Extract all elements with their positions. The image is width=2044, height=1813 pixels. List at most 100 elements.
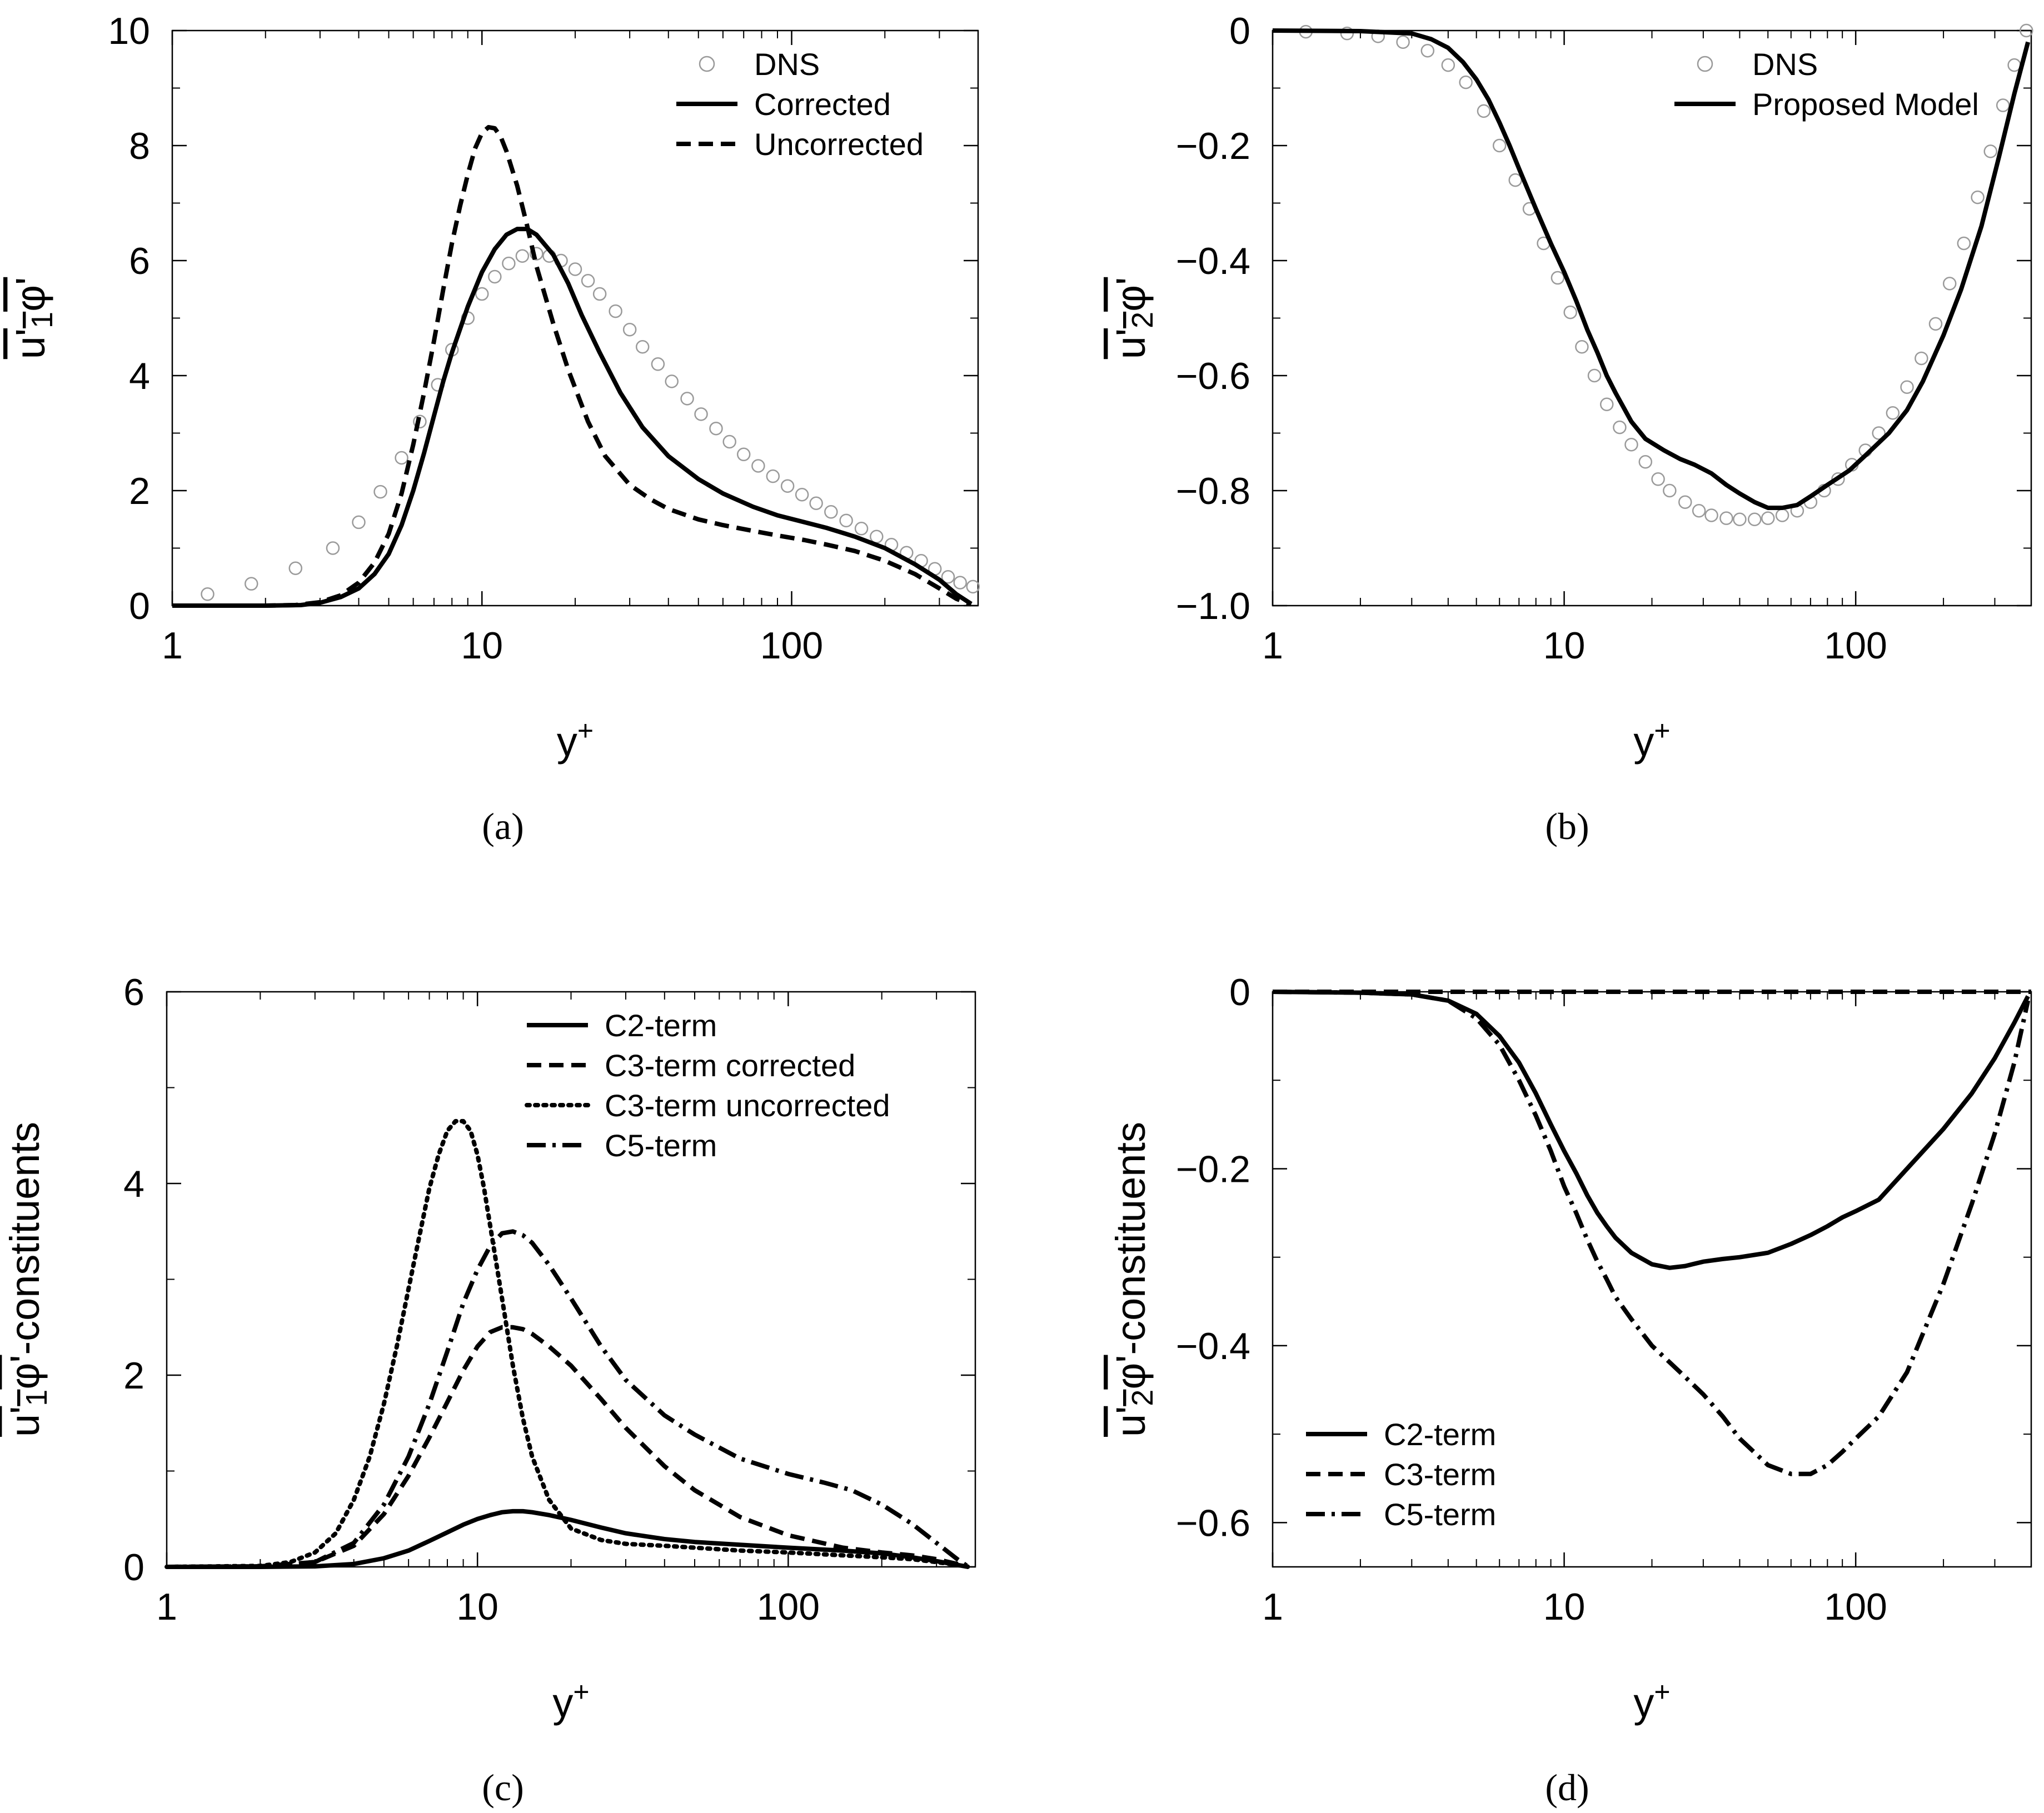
dns-marker (1872, 426, 1886, 440)
dns-marker (1599, 397, 1614, 411)
y-tick-label: 0 (1229, 971, 1250, 1013)
dns-marker (530, 247, 544, 261)
x-tick-label: 100 (760, 625, 823, 667)
legend-label: Corrected (754, 87, 891, 122)
y-tick-label: 6 (123, 971, 144, 1013)
y-tick-label: 6 (129, 240, 150, 282)
dns-marker (870, 530, 884, 544)
x-axis-label: y+ (1633, 1676, 1670, 1726)
dns-marker (1678, 495, 1692, 509)
x-tick-label: 100 (1824, 1586, 1887, 1628)
y-tick-label: −0.6 (1176, 1502, 1250, 1544)
dns-marker (736, 447, 751, 462)
dns-marker (1942, 277, 1957, 291)
legend-label: DNS (1752, 47, 1818, 82)
y-tick-label: −0.4 (1176, 240, 1250, 282)
dns-marker (1733, 512, 1747, 526)
dns-marker (475, 287, 489, 301)
dns-marker (694, 407, 708, 421)
x-tick-label: 10 (1543, 1586, 1586, 1628)
dns-marker (1775, 508, 1789, 522)
dns-marker (1692, 503, 1706, 518)
y-axis-label: u'1φ'-constituents (2, 1122, 53, 1437)
legend-label: C2-term (605, 1008, 717, 1043)
dns-marker (1831, 472, 1845, 486)
panel-c: 1 10 100 0 2 4 6 y+ u'1φ'-constituents C2-term C3-… (2, 971, 976, 1726)
x-tick-label: 100 (757, 1586, 820, 1628)
legend-label: Uncorrected (754, 127, 924, 162)
y-tick-label: 10 (108, 10, 150, 52)
series-line-uncorrected (172, 124, 973, 608)
dns-marker (592, 287, 607, 301)
dns-marker (581, 273, 595, 288)
y-tick-label: −1.0 (1176, 585, 1250, 627)
x-tick-label: 100 (1824, 625, 1887, 667)
dns-marker (395, 451, 408, 465)
dns-marker (515, 249, 530, 263)
dns-marker (1651, 472, 1665, 486)
dns-marker (1492, 138, 1507, 153)
series-line-c5-term (1272, 990, 2031, 1476)
legend-label: DNS (754, 47, 820, 82)
panel-a: 1 10 100 0 2 4 6 8 10 y+ u'1φ' DNS Corrected Uncorrec… (7, 10, 980, 765)
x-tick-label: 10 (456, 1586, 498, 1628)
dns-marker (680, 392, 694, 406)
dns-marker (941, 570, 955, 584)
dns-marker (854, 522, 869, 536)
dns-marker (2020, 23, 2033, 38)
dns-marker (326, 541, 340, 555)
dns-marker (722, 434, 736, 449)
dns-marker (488, 269, 502, 284)
dns-marker (1624, 437, 1638, 452)
dns-marker (568, 262, 582, 276)
dns-marker (1747, 512, 1762, 526)
legend-label: C5-term (1384, 1497, 1496, 1532)
series-line-proposed-model (1272, 28, 2031, 510)
dns-marker (1704, 508, 1718, 522)
legend-label: Proposed Model (1752, 87, 1979, 122)
dns-marker (1420, 43, 1435, 58)
y-tick-label: 2 (129, 470, 150, 512)
legend-label: C3-term uncorrected (605, 1088, 890, 1123)
dns-marker (1575, 340, 1589, 354)
dns-marker (1983, 144, 1997, 158)
dns-marker (1663, 483, 1677, 498)
x-tick-label: 1 (1262, 625, 1283, 667)
dns-marker (288, 561, 303, 575)
y-tick-label: −0.2 (1176, 125, 1250, 167)
dns-marker (966, 580, 980, 594)
dns-marker (1900, 380, 1914, 394)
dns-marker (201, 587, 215, 601)
x-tick-label: 1 (1262, 1586, 1283, 1628)
series-line-c2-term (167, 1509, 969, 1569)
y-tick-label: −0.6 (1176, 355, 1250, 397)
dns-marker (665, 374, 679, 388)
x-tick-label: 1 (156, 1586, 177, 1628)
dns-marker (609, 304, 622, 318)
legend-label: C5-term (605, 1128, 717, 1163)
dns-marker (1459, 75, 1473, 89)
dns-marker (809, 496, 823, 511)
y-tick-label: 0 (123, 1546, 144, 1589)
x-axis-label: y+ (552, 1676, 589, 1726)
dns-marker (413, 414, 427, 429)
dns-marker (502, 256, 516, 271)
y-tick-label: −0.4 (1176, 1325, 1250, 1367)
legend-marker-dns (699, 56, 715, 72)
legend-marker-dns (1697, 56, 1713, 72)
dns-marker (1563, 305, 1577, 319)
dns-marker (780, 479, 795, 493)
legend-label: C3-term (1384, 1457, 1496, 1492)
y-axis-label: u'2φ' (1108, 277, 1159, 359)
y-axis-label: u'2φ'-constituents (1108, 1122, 1159, 1437)
y-tick-label: −0.8 (1176, 470, 1250, 512)
panel-b: 1 10 100 0 −0.2 −0.4 −0.6 −0.8 −1.0 y+ u'2φ' DNS Pro… (1108, 10, 2033, 765)
dns-marker (373, 485, 387, 499)
dns-marker (1886, 406, 1900, 420)
dns-marker (1638, 455, 1653, 469)
dns-marker (1477, 104, 1491, 118)
x-tick-label: 10 (1543, 625, 1586, 667)
dns-marker (824, 505, 838, 519)
series-line-c5-term (166, 1229, 970, 1569)
